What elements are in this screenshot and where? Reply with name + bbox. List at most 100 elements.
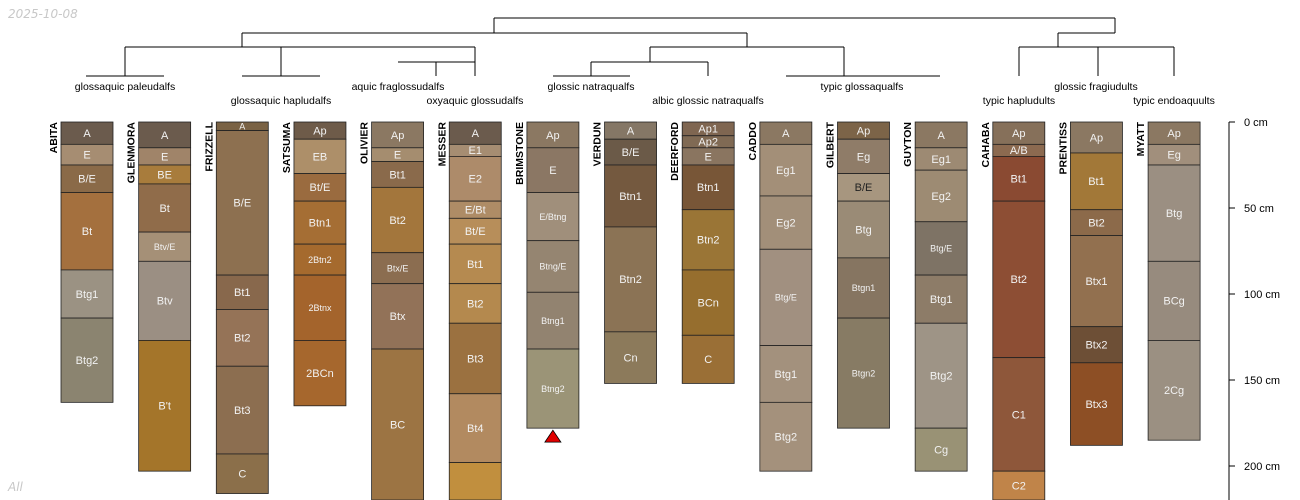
horizon-btx [371, 283, 425, 350]
profile-name-messer: MESSER [436, 122, 448, 167]
horizon-bt1 [992, 155, 1046, 202]
horizon-label: C1 [1012, 409, 1026, 421]
horizon-label: Btn1 [697, 182, 720, 194]
horizon-btx/e [371, 252, 425, 285]
horizon-label: C [704, 354, 712, 366]
horizon-label: Bt [159, 203, 169, 215]
horizon-btn2 [604, 226, 657, 333]
corner-label: All [8, 480, 23, 494]
horizon-b/e [215, 130, 269, 276]
horizon-label: B't [158, 401, 171, 413]
horizon-btg1 [914, 274, 968, 324]
profile-name-abita: ABITA [48, 122, 60, 154]
profile-name-verdun: VERDUN [592, 122, 604, 166]
taxon-label: albic glossic natraqualfs [652, 95, 763, 107]
taxon-label: glossic natraqualfs [548, 81, 635, 93]
horizon-label: Ap [1167, 128, 1180, 140]
horizon-btg1 [60, 269, 114, 319]
profile-name-frizzell: FRIZZELL [203, 121, 215, 171]
horizon-2btnx [293, 274, 347, 341]
horizon-label: Ap1 [698, 124, 718, 136]
horizon-bt/e [448, 217, 502, 245]
horizon-label: Btv [157, 296, 173, 308]
horizon-label: Eg [1167, 150, 1180, 162]
horizon-label: Ap [391, 130, 404, 142]
horizon-label: Bt1 [1011, 174, 1028, 186]
horizon-bt/e [293, 173, 347, 202]
horizon-label: A [239, 121, 245, 131]
horizon-label: Btgn1 [852, 283, 876, 293]
horizon-2bcn [293, 340, 347, 407]
horizon-b/e [60, 164, 114, 193]
horizon-label: Btg2 [775, 432, 798, 444]
depth-axis-tick-label: 0 cm [1244, 117, 1268, 129]
taxon-label: glossic fragiudults [1054, 81, 1137, 93]
horizon-btg2 [60, 317, 114, 403]
horizon-label: Bt2 [1088, 217, 1105, 229]
horizon-btn1 [293, 200, 347, 245]
horizon-btgn1 [837, 257, 890, 319]
horizon-label: E [161, 151, 168, 163]
horizon-label: Bt2 [467, 298, 484, 310]
horizon-label: E [394, 150, 401, 162]
horizon-label: Ap [1090, 132, 1103, 144]
horizon-label: Eg2 [931, 191, 951, 203]
horizon-label: Btx1 [1085, 276, 1107, 288]
horizon-label: BC [390, 419, 405, 431]
horizon-bt2 [992, 200, 1046, 359]
horizon-label: Btng1 [541, 316, 565, 326]
horizon-label: Bt3 [234, 405, 251, 417]
depth-axis-tick-label: 150 cm [1244, 375, 1280, 387]
horizon-label: 2Cg [1164, 385, 1184, 397]
horizon-label: E/Btng [539, 212, 566, 222]
horizon-label: Bt/E [310, 182, 331, 194]
horizon-label: E [549, 165, 556, 177]
horizon-c2 [992, 470, 1046, 500]
horizon-label: Eg1 [931, 154, 951, 166]
horizon-bcn [681, 269, 735, 336]
horizon-label: Bt1 [234, 287, 251, 299]
profile-name-gilbert: GILBERT [825, 121, 837, 168]
horizon-b't [138, 340, 192, 472]
horizon-btn2 [681, 209, 735, 271]
depth-axis-tick-label: 100 cm [1244, 289, 1280, 301]
horizon-e2 [448, 155, 502, 202]
horizon-label: Ap [1012, 128, 1025, 140]
taxon-label: aquic fraglossudalfs [352, 81, 445, 93]
taxon-label: glossaquic hapludalfs [231, 95, 331, 107]
horizon-bt2 [448, 283, 502, 324]
horizon-label: Ap [857, 125, 870, 137]
horizon-bt [138, 183, 192, 233]
horizon-cg [914, 427, 968, 472]
horizon-label: Eg2 [776, 217, 796, 229]
horizon-label: Btg [1166, 208, 1183, 220]
horizon-btx3 [1070, 362, 1123, 446]
date-stamp: 2025-10-08 [8, 7, 78, 21]
horizon-eg2 [914, 169, 968, 223]
horizon-2btn2 [293, 243, 347, 276]
horizon-label: EB [313, 151, 328, 163]
profile-name-glenmora: GLENMORA [126, 122, 138, 184]
taxon-label: typic hapludults [983, 95, 1055, 107]
horizon-label: Ap2 [698, 137, 718, 149]
horizon-label: B/E [855, 182, 873, 194]
horizon-label: Btx2 [1085, 340, 1107, 352]
horizon-label: Btng2 [541, 384, 565, 394]
horizon-label: A [627, 125, 635, 137]
horizon-btng1 [526, 291, 580, 350]
horizon-label: Btv/E [154, 242, 176, 252]
horizon-label: Btg/E [775, 293, 797, 303]
horizon-ap [371, 121, 425, 149]
horizon-cn [604, 331, 657, 384]
horizon-label: Ap [546, 130, 559, 142]
horizon-bt2 [371, 186, 425, 254]
horizon-bcg [1147, 260, 1201, 341]
horizon-label: Bt1 [467, 259, 484, 271]
horizon-e/btng [526, 192, 580, 242]
horizon-label: A/B [1010, 145, 1028, 157]
horizon-label: Btx [390, 311, 406, 323]
horizon-label: E [83, 150, 90, 162]
horizon-label: Eg [857, 151, 870, 163]
horizon-bt1 [215, 274, 269, 310]
